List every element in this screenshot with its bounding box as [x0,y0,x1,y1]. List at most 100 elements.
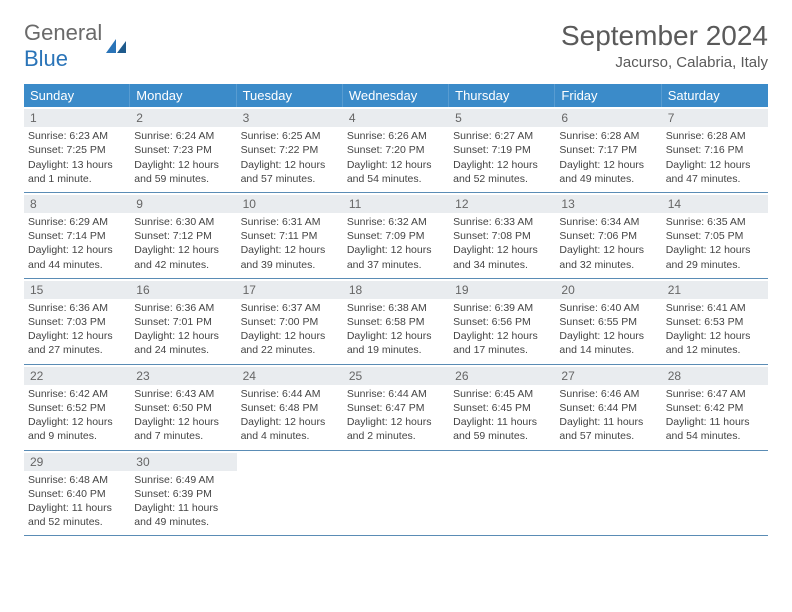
sunset-text: Sunset: 6:45 PM [453,401,551,415]
day-cell: 29Sunrise: 6:48 AMSunset: 6:40 PMDayligh… [24,451,130,536]
day-number: 7 [662,109,768,127]
sunset-text: Sunset: 7:23 PM [134,143,232,157]
day-number: 16 [130,281,236,299]
sunrise-text: Sunrise: 6:48 AM [28,473,126,487]
sunset-text: Sunset: 6:52 PM [28,401,126,415]
sunset-text: Sunset: 7:20 PM [347,143,445,157]
day-number: 6 [555,109,661,127]
daylight-text: Daylight: 12 hours and 32 minutes. [559,243,657,271]
day-cell-empty [237,451,343,536]
day-header-wednesday: Wednesday [343,84,449,107]
day-headers-row: SundayMondayTuesdayWednesdayThursdayFrid… [24,84,768,107]
day-cell: 7Sunrise: 6:28 AMSunset: 7:16 PMDaylight… [662,107,768,192]
sunset-text: Sunset: 6:53 PM [666,315,764,329]
sunset-text: Sunset: 7:19 PM [453,143,551,157]
sunrise-text: Sunrise: 6:23 AM [28,129,126,143]
sunrise-text: Sunrise: 6:38 AM [347,301,445,315]
day-cell: 8Sunrise: 6:29 AMSunset: 7:14 PMDaylight… [24,193,130,278]
daylight-text: Daylight: 12 hours and 27 minutes. [28,329,126,357]
day-cell: 10Sunrise: 6:31 AMSunset: 7:11 PMDayligh… [237,193,343,278]
day-number: 14 [662,195,768,213]
day-header-tuesday: Tuesday [237,84,343,107]
day-number: 9 [130,195,236,213]
day-number: 10 [237,195,343,213]
sunrise-text: Sunrise: 6:47 AM [666,387,764,401]
calendar: SundayMondayTuesdayWednesdayThursdayFrid… [24,84,768,536]
day-header-sunday: Sunday [24,84,130,107]
sunrise-text: Sunrise: 6:49 AM [134,473,232,487]
week-row: 8Sunrise: 6:29 AMSunset: 7:14 PMDaylight… [24,193,768,279]
daylight-text: Daylight: 11 hours and 57 minutes. [559,415,657,443]
daylight-text: Daylight: 12 hours and 22 minutes. [241,329,339,357]
day-number: 21 [662,281,768,299]
day-number: 15 [24,281,130,299]
sunset-text: Sunset: 7:22 PM [241,143,339,157]
day-cell: 9Sunrise: 6:30 AMSunset: 7:12 PMDaylight… [130,193,236,278]
day-cell: 25Sunrise: 6:44 AMSunset: 6:47 PMDayligh… [343,365,449,450]
daylight-text: Daylight: 11 hours and 52 minutes. [28,501,126,529]
sunrise-text: Sunrise: 6:43 AM [134,387,232,401]
daylight-text: Daylight: 12 hours and 49 minutes. [559,158,657,186]
sunset-text: Sunset: 6:42 PM [666,401,764,415]
day-number: 30 [130,453,236,471]
sunrise-text: Sunrise: 6:39 AM [453,301,551,315]
sunset-text: Sunset: 7:11 PM [241,229,339,243]
day-cell: 6Sunrise: 6:28 AMSunset: 7:17 PMDaylight… [555,107,661,192]
day-cell: 4Sunrise: 6:26 AMSunset: 7:20 PMDaylight… [343,107,449,192]
day-cell: 30 Sunrise: 6:49 AMSunset: 6:39 PMDayligh… [130,451,236,536]
day-cell: 22Sunrise: 6:42 AMSunset: 6:52 PMDayligh… [24,365,130,450]
day-cell-empty [343,451,449,536]
daylight-text: Daylight: 12 hours and 39 minutes. [241,243,339,271]
day-cell: 26Sunrise: 6:45 AMSunset: 6:45 PMDayligh… [449,365,555,450]
day-number: 27 [555,367,661,385]
day-number: 23 [130,367,236,385]
daylight-text: Daylight: 12 hours and 47 minutes. [666,158,764,186]
sunrise-text: Sunrise: 6:27 AM [453,129,551,143]
daylight-text: Daylight: 12 hours and 7 minutes. [134,415,232,443]
day-cell-empty [662,451,768,536]
sunset-text: Sunset: 7:12 PM [134,229,232,243]
daylight-text: Daylight: 12 hours and 34 minutes. [453,243,551,271]
sunrise-text: Sunrise: 6:33 AM [453,215,551,229]
day-cell: 5Sunrise: 6:27 AMSunset: 7:19 PMDaylight… [449,107,555,192]
day-cell: 3Sunrise: 6:25 AMSunset: 7:22 PMDaylight… [237,107,343,192]
day-number: 5 [449,109,555,127]
sunrise-text: Sunrise: 6:35 AM [666,215,764,229]
day-header-saturday: Saturday [662,84,768,107]
daylight-text: Daylight: 11 hours and 49 minutes. [134,501,232,529]
day-cell: 14Sunrise: 6:35 AMSunset: 7:05 PMDayligh… [662,193,768,278]
sunset-text: Sunset: 7:25 PM [28,143,126,157]
daylight-text: Daylight: 12 hours and 24 minutes. [134,329,232,357]
day-number: 28 [662,367,768,385]
sunrise-text: Sunrise: 6:36 AM [134,301,232,315]
day-cell: 28 Sunrise: 6:47 AMSunset: 6:42 PMDayligh… [662,365,768,450]
daylight-text: Daylight: 11 hours and 54 minutes. [666,415,764,443]
sunrise-text: Sunrise: 6:37 AM [241,301,339,315]
day-cell-empty [555,451,661,536]
day-cell-empty [449,451,555,536]
day-number: 3 [237,109,343,127]
sunset-text: Sunset: 7:05 PM [666,229,764,243]
week-row: 15Sunrise: 6:36 AMSunset: 7:03 PMDayligh… [24,279,768,365]
location: Jacurso, Calabria, Italy [561,54,768,71]
sunrise-text: Sunrise: 6:40 AM [559,301,657,315]
sunrise-text: Sunrise: 6:46 AM [559,387,657,401]
sunset-text: Sunset: 6:48 PM [241,401,339,415]
sunrise-text: Sunrise: 6:36 AM [28,301,126,315]
daylight-text: Daylight: 12 hours and 9 minutes. [28,415,126,443]
day-cell: 2Sunrise: 6:24 AMSunset: 7:23 PMDaylight… [130,107,236,192]
sunset-text: Sunset: 6:55 PM [559,315,657,329]
day-number: 8 [24,195,130,213]
day-number: 2 [130,109,236,127]
logo-blue: Blue [24,46,68,71]
sunrise-text: Sunrise: 6:41 AM [666,301,764,315]
week-row: 22Sunrise: 6:42 AMSunset: 6:52 PMDayligh… [24,365,768,451]
daylight-text: Daylight: 12 hours and 42 minutes. [134,243,232,271]
day-cell: 11Sunrise: 6:32 AMSunset: 7:09 PMDayligh… [343,193,449,278]
logo-general: General [24,20,102,45]
sunset-text: Sunset: 6:39 PM [134,487,232,501]
day-number: 29 [24,453,130,471]
day-header-friday: Friday [555,84,661,107]
sunset-text: Sunset: 7:17 PM [559,143,657,157]
sunrise-text: Sunrise: 6:44 AM [347,387,445,401]
